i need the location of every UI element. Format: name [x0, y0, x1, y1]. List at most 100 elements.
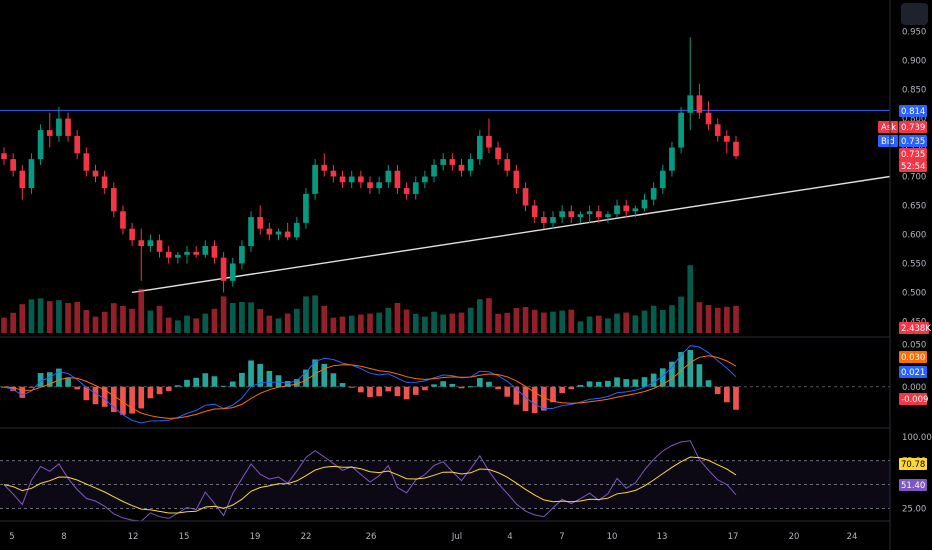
candle[interactable]	[37, 130, 44, 160]
candle[interactable]	[458, 164, 465, 171]
price-pane[interactable]	[0, 37, 891, 294]
candle[interactable]	[577, 214, 584, 218]
macd-pane[interactable]	[0, 345, 890, 424]
candle[interactable]	[595, 211, 602, 218]
candle[interactable]	[129, 228, 135, 241]
candle[interactable]	[376, 182, 382, 189]
countdown-tag: 52:54	[901, 162, 926, 172]
candle[interactable]	[412, 182, 419, 194]
candle[interactable]	[284, 231, 291, 238]
candle[interactable]	[522, 188, 529, 206]
candle[interactable]	[531, 205, 538, 218]
candle[interactable]	[101, 176, 108, 189]
candle[interactable]	[330, 170, 337, 177]
candle[interactable]	[165, 251, 172, 258]
candle[interactable]	[650, 188, 657, 200]
candle[interactable]	[724, 135, 730, 142]
candle[interactable]	[476, 135, 483, 160]
candle[interactable]	[65, 118, 71, 136]
candle[interactable]	[193, 251, 199, 255]
candle[interactable]	[147, 240, 154, 247]
volume-bar	[330, 317, 337, 333]
candle[interactable]	[110, 188, 117, 212]
candle[interactable]	[641, 199, 648, 209]
candle[interactable]	[705, 112, 712, 125]
candle[interactable]	[120, 211, 126, 229]
candle[interactable]	[605, 214, 611, 218]
candle[interactable]	[394, 170, 401, 189]
candle[interactable]	[714, 124, 721, 136]
candle[interactable]	[586, 211, 593, 215]
candle[interactable]	[211, 246, 218, 258]
candle[interactable]	[202, 246, 209, 255]
candle[interactable]	[568, 211, 575, 218]
volume-bar	[559, 310, 565, 333]
candle[interactable]	[449, 159, 456, 165]
candle[interactable]	[19, 170, 26, 189]
candle[interactable]	[339, 176, 346, 183]
candle[interactable]	[678, 112, 684, 148]
candle[interactable]	[495, 147, 501, 160]
candle[interactable]	[348, 176, 355, 183]
candle[interactable]	[28, 159, 35, 189]
candle[interactable]	[687, 95, 694, 113]
candle[interactable]	[403, 188, 410, 194]
volume-bar	[257, 309, 264, 333]
candle[interactable]	[431, 164, 437, 177]
candle[interactable]	[659, 170, 666, 189]
candle[interactable]	[623, 205, 630, 212]
volume-bar	[486, 298, 492, 333]
rsi-pane[interactable]	[0, 440, 890, 522]
candle[interactable]	[696, 95, 703, 113]
candle[interactable]	[74, 135, 81, 154]
candle[interactable]	[46, 130, 53, 136]
candle[interactable]	[156, 240, 163, 252]
candle[interactable]	[733, 141, 739, 157]
candle[interactable]	[312, 164, 318, 194]
candle[interactable]	[275, 231, 282, 235]
candle[interactable]	[10, 159, 16, 171]
candle[interactable]	[385, 170, 392, 183]
candle[interactable]	[220, 257, 227, 281]
candle[interactable]	[513, 170, 520, 189]
candle[interactable]	[422, 176, 428, 183]
candle[interactable]	[358, 176, 364, 183]
candle[interactable]	[293, 222, 300, 238]
candle[interactable]	[669, 147, 675, 171]
candle[interactable]	[550, 217, 556, 223]
candle[interactable]	[440, 159, 447, 165]
candle[interactable]	[83, 153, 90, 171]
candle[interactable]	[541, 217, 547, 223]
signal-line[interactable]	[3, 355, 737, 419]
candle[interactable]	[56, 118, 62, 136]
candle[interactable]	[321, 164, 328, 171]
trendline[interactable]	[131, 175, 891, 294]
candle[interactable]	[486, 135, 492, 148]
candle[interactable]	[229, 263, 236, 281]
candle[interactable]	[175, 254, 181, 258]
candle[interactable]	[138, 240, 145, 247]
candle[interactable]	[266, 228, 273, 235]
candle[interactable]	[1, 153, 7, 160]
time-axis[interactable]: 5 8 12 15 19 22 26 Jul 4 7 10 13 17 20 24	[9, 532, 857, 542]
chart-settings-button[interactable]	[901, 3, 928, 25]
macd-line[interactable]	[3, 345, 737, 424]
candle[interactable]	[632, 208, 639, 212]
candle[interactable]	[248, 217, 254, 247]
candle[interactable]	[303, 193, 309, 223]
candle[interactable]	[257, 217, 264, 229]
volume-bar	[184, 315, 190, 333]
candle[interactable]	[367, 182, 373, 189]
rsi-line[interactable]	[3, 440, 737, 522]
rsi-ma-line[interactable]	[3, 456, 737, 514]
price-axis[interactable]: 0.9500.9000.8500.8000.7500.7000.6500.600…	[902, 28, 932, 515]
candle[interactable]	[614, 205, 620, 215]
candle[interactable]	[184, 251, 190, 255]
candle[interactable]	[504, 159, 511, 171]
candle[interactable]	[467, 159, 474, 171]
candle[interactable]	[239, 246, 245, 264]
volume-bar	[339, 316, 346, 333]
candle[interactable]	[559, 211, 565, 218]
candle[interactable]	[92, 170, 99, 177]
